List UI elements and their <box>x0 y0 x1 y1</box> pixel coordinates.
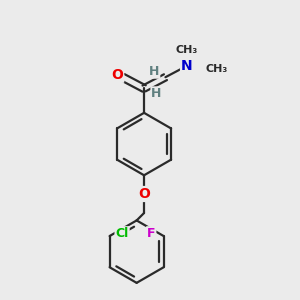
Text: CH₃: CH₃ <box>176 45 198 56</box>
Text: H: H <box>149 65 159 78</box>
Text: F: F <box>147 227 155 240</box>
Text: Cl: Cl <box>116 227 129 240</box>
Text: O: O <box>138 187 150 201</box>
Text: H: H <box>152 87 162 100</box>
Text: N: N <box>181 59 193 73</box>
Text: O: O <box>111 68 123 82</box>
Text: CH₃: CH₃ <box>205 64 227 74</box>
